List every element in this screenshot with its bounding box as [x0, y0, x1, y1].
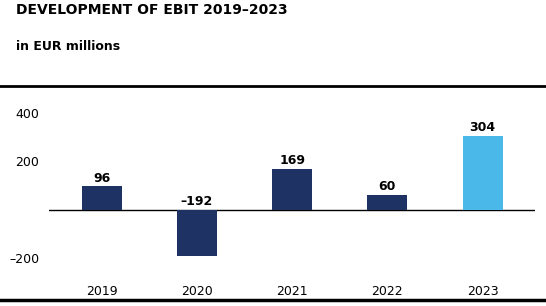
- Text: 169: 169: [279, 154, 305, 167]
- Bar: [81, 186, 122, 210]
- Text: –192: –192: [181, 195, 213, 208]
- Text: in EUR millions: in EUR millions: [16, 40, 121, 53]
- Text: 96: 96: [93, 172, 110, 185]
- Bar: [367, 195, 407, 210]
- Text: DEVELOPMENT OF EBIT 2019–2023: DEVELOPMENT OF EBIT 2019–2023: [16, 3, 288, 17]
- Text: 60: 60: [379, 181, 396, 193]
- Text: 304: 304: [470, 121, 496, 134]
- Bar: [272, 169, 312, 210]
- Bar: [462, 136, 503, 210]
- Bar: [177, 210, 217, 256]
